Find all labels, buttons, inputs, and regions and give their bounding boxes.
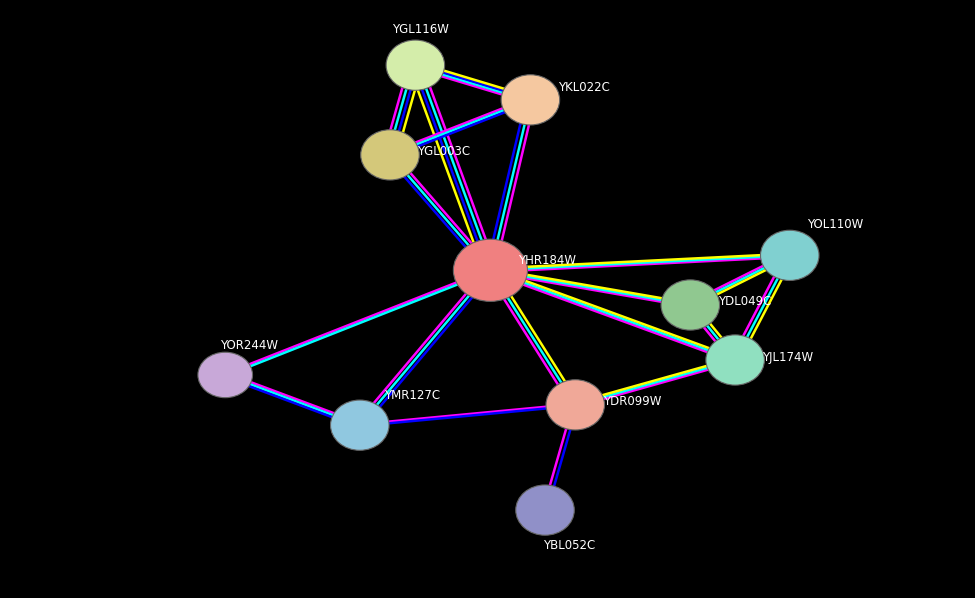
Ellipse shape xyxy=(198,352,253,398)
Text: YGL116W: YGL116W xyxy=(392,23,449,36)
Ellipse shape xyxy=(501,75,560,125)
Ellipse shape xyxy=(706,335,764,385)
Text: YJL174W: YJL174W xyxy=(762,350,813,364)
Text: YOR244W: YOR244W xyxy=(220,338,278,352)
Ellipse shape xyxy=(546,380,604,430)
Text: YKL022C: YKL022C xyxy=(558,81,609,94)
Ellipse shape xyxy=(361,130,419,180)
Ellipse shape xyxy=(331,400,389,450)
Ellipse shape xyxy=(516,485,574,535)
Text: YBL052C: YBL052C xyxy=(543,539,596,552)
Text: YHR184W: YHR184W xyxy=(518,254,575,267)
Text: YDR099W: YDR099W xyxy=(603,395,661,408)
Ellipse shape xyxy=(453,239,527,301)
Ellipse shape xyxy=(386,40,445,90)
Text: YGL003C: YGL003C xyxy=(417,145,470,158)
Ellipse shape xyxy=(661,280,720,330)
Text: YDL049C: YDL049C xyxy=(718,295,771,309)
Text: YOL110W: YOL110W xyxy=(807,218,864,231)
Ellipse shape xyxy=(760,230,819,280)
Text: YMR127C: YMR127C xyxy=(384,389,441,402)
